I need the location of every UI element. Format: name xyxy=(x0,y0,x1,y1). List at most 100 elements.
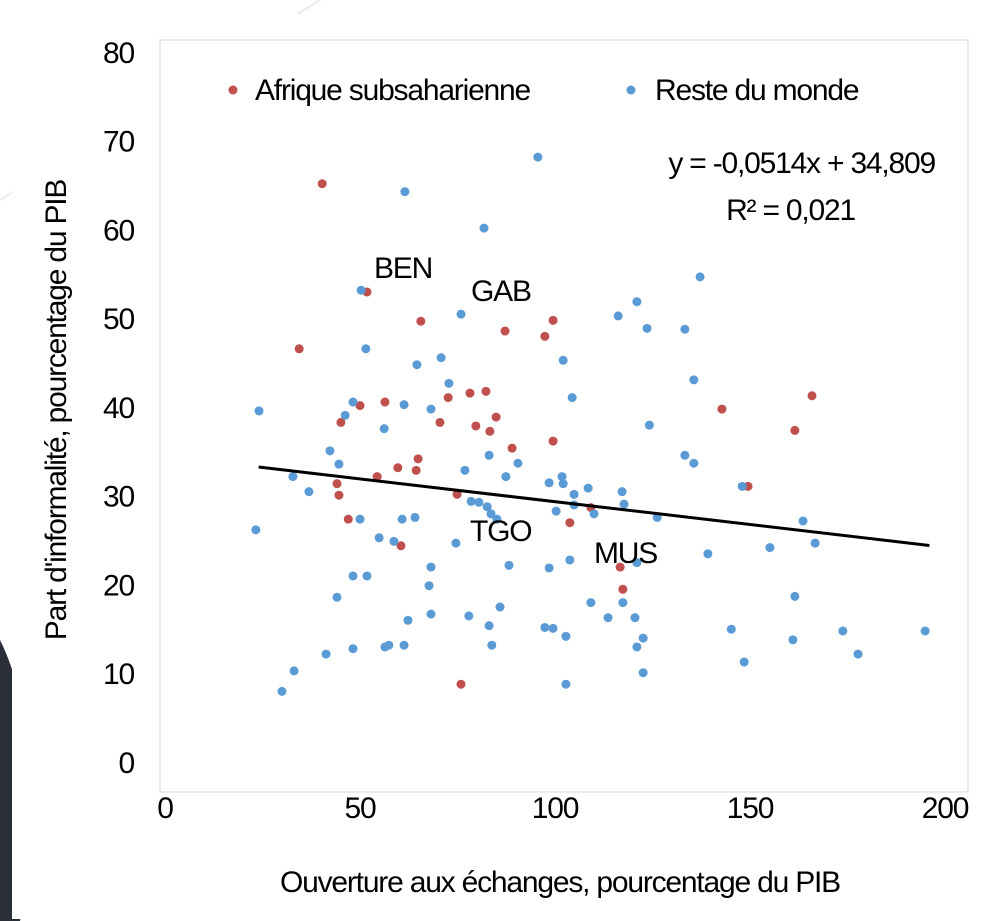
y-tick-label: 40 xyxy=(103,392,134,425)
scatter-point xyxy=(399,640,409,650)
scatter-point xyxy=(561,679,571,689)
legend-label: Reste du monde xyxy=(655,74,859,107)
scatter-point xyxy=(615,562,625,572)
y-tick-label: 70 xyxy=(103,126,134,159)
legend-marker xyxy=(228,85,238,95)
scatter-point xyxy=(561,631,571,641)
scatter-point xyxy=(372,472,382,482)
scatter-point xyxy=(304,487,314,497)
scatter-point xyxy=(424,581,434,591)
x-tick-label: 0 xyxy=(157,792,173,825)
scatter-point xyxy=(343,514,353,524)
scatter-point xyxy=(380,397,390,407)
scatter-point xyxy=(403,615,413,625)
trendline-equation: y = -0,0514x + 34,809 xyxy=(668,147,935,180)
point-annotation: MUS xyxy=(594,537,657,570)
scatter-point xyxy=(810,538,820,548)
scatter-point xyxy=(689,375,699,385)
y-tick-label: 60 xyxy=(103,214,134,247)
point-annotation: BEN xyxy=(374,252,432,285)
scatter-point xyxy=(644,420,654,430)
scatter-point xyxy=(288,472,298,482)
scatter-point xyxy=(487,640,497,650)
scatter-point xyxy=(638,668,648,678)
scatter-point xyxy=(565,518,575,528)
scatter-point xyxy=(410,512,420,522)
scatter-point xyxy=(412,360,422,370)
scatter-point xyxy=(340,410,350,420)
scatter-point xyxy=(374,533,384,543)
scatter-point xyxy=(334,459,344,469)
scatter-point xyxy=(397,514,407,524)
scatter-point xyxy=(334,490,344,500)
scatter-point xyxy=(411,465,421,475)
scatter-point xyxy=(294,344,304,354)
scatter-point xyxy=(317,179,327,189)
scatter-point xyxy=(838,626,848,636)
scatter-point xyxy=(632,558,642,568)
scatter-point xyxy=(557,472,567,482)
scatter-point xyxy=(332,592,342,602)
scatter-point xyxy=(540,622,550,632)
trendline xyxy=(258,465,930,547)
y-tick-label: 30 xyxy=(103,481,134,514)
scatter-point xyxy=(485,426,495,436)
scatter-point xyxy=(426,609,436,619)
scatter-point xyxy=(544,478,554,488)
scatter-point xyxy=(332,479,342,489)
scatter-point xyxy=(603,613,613,623)
scatter-point xyxy=(765,543,775,553)
scatter-point xyxy=(548,623,558,633)
y-tick-label: 0 xyxy=(119,747,135,780)
scatter-point xyxy=(717,404,727,414)
y-tick-label: 20 xyxy=(103,569,134,602)
scatter-point xyxy=(737,481,747,491)
scatter-point xyxy=(289,666,299,676)
scatter-point xyxy=(807,391,817,401)
scatter-point xyxy=(638,633,648,643)
scatter-point xyxy=(479,223,489,233)
scatter-point xyxy=(474,497,484,507)
scatter-point xyxy=(586,598,596,608)
scatter-point xyxy=(426,562,436,572)
scatter-point xyxy=(920,626,930,636)
y-tick-label: 10 xyxy=(103,658,134,691)
scatter-point xyxy=(348,397,358,407)
scatter-point xyxy=(558,479,568,489)
scatter-point xyxy=(416,316,426,326)
scatter-point xyxy=(618,584,628,594)
scatter-point xyxy=(436,353,446,363)
scatter-point xyxy=(464,611,474,621)
scatter-point xyxy=(507,443,517,453)
scatter-point xyxy=(451,538,461,548)
scatter-point xyxy=(379,424,389,434)
scatter-point xyxy=(790,425,800,435)
scatter-point xyxy=(484,621,494,631)
scatter-point xyxy=(548,315,558,325)
scatter-point xyxy=(569,489,579,499)
scatter-point xyxy=(491,412,501,422)
scatter-point xyxy=(613,311,623,321)
scatter-point xyxy=(583,483,593,493)
scatter-point xyxy=(443,393,453,403)
scatter-point xyxy=(680,450,690,460)
scatter-point xyxy=(444,378,454,388)
scatter-point xyxy=(482,502,492,512)
point-annotation: GAB xyxy=(471,275,531,308)
scatter-point xyxy=(452,489,462,499)
scatter-point xyxy=(465,388,475,398)
scatter-point xyxy=(726,624,736,634)
scatter-point xyxy=(460,465,470,475)
scatter-point xyxy=(481,386,491,396)
legend-marker xyxy=(626,85,636,95)
scatter-point xyxy=(251,525,261,535)
scatter-point xyxy=(325,446,335,456)
scatter-point xyxy=(540,331,550,341)
scatter-point xyxy=(384,640,394,650)
scatter-point xyxy=(798,516,808,526)
scatter-point xyxy=(565,555,575,565)
plot-border xyxy=(159,39,969,793)
scatter-point xyxy=(617,487,627,497)
scatter-point xyxy=(695,272,705,282)
scatter-point xyxy=(389,536,399,546)
